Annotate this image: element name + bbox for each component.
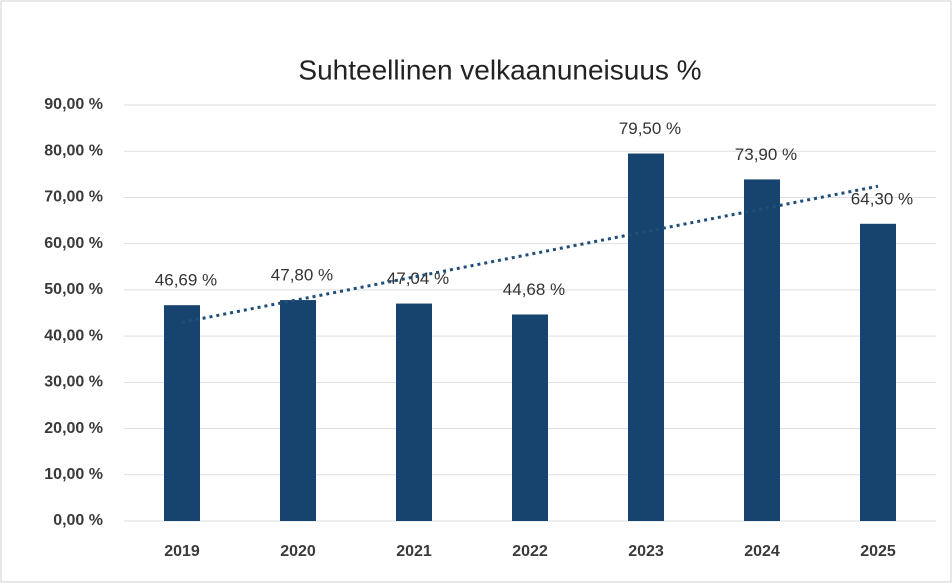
- trendline: [181, 184, 879, 324]
- data-label: 64,30 %: [851, 189, 913, 208]
- y-tick-label: 0,00 %: [53, 512, 103, 529]
- bar: [396, 303, 432, 521]
- bar: [512, 314, 548, 521]
- bar: [860, 223, 896, 521]
- data-label: 47,80 %: [271, 266, 333, 285]
- x-tick-label: 2020: [280, 543, 316, 560]
- bar: [628, 153, 664, 522]
- y-tick-label: 50,00 %: [44, 281, 103, 298]
- data-label: 73,90 %: [735, 145, 797, 164]
- y-tick-label: 70,00 %: [44, 189, 103, 206]
- y-tick-label: 60,00 %: [44, 235, 103, 252]
- x-tick-label: 2024: [744, 543, 780, 560]
- x-tick-label: 2023: [628, 543, 664, 560]
- x-tick-label: 2019: [164, 543, 200, 560]
- y-tick-label: 30,00 %: [44, 374, 103, 391]
- data-label: 44,68 %: [503, 280, 565, 299]
- chart-title: Suhteellinen velkaanuneisuus %: [298, 54, 701, 85]
- data-label: 47,04 %: [387, 269, 449, 288]
- y-tick-label: 80,00 %: [44, 142, 103, 159]
- data-label: 46,69 %: [155, 271, 217, 290]
- x-tick-label: 2025: [860, 543, 896, 560]
- bar: [280, 300, 316, 521]
- y-tick-label: 90,00 %: [44, 96, 103, 113]
- x-tick-label: 2021: [396, 543, 432, 560]
- y-tick-label: 10,00 %: [44, 466, 103, 483]
- y-tick-label: 40,00 %: [44, 327, 103, 344]
- bar: [164, 305, 200, 521]
- bar: [744, 179, 780, 521]
- y-tick-label: 20,00 %: [44, 420, 103, 437]
- x-tick-label: 2022: [512, 543, 548, 560]
- data-label: 79,50 %: [619, 119, 681, 138]
